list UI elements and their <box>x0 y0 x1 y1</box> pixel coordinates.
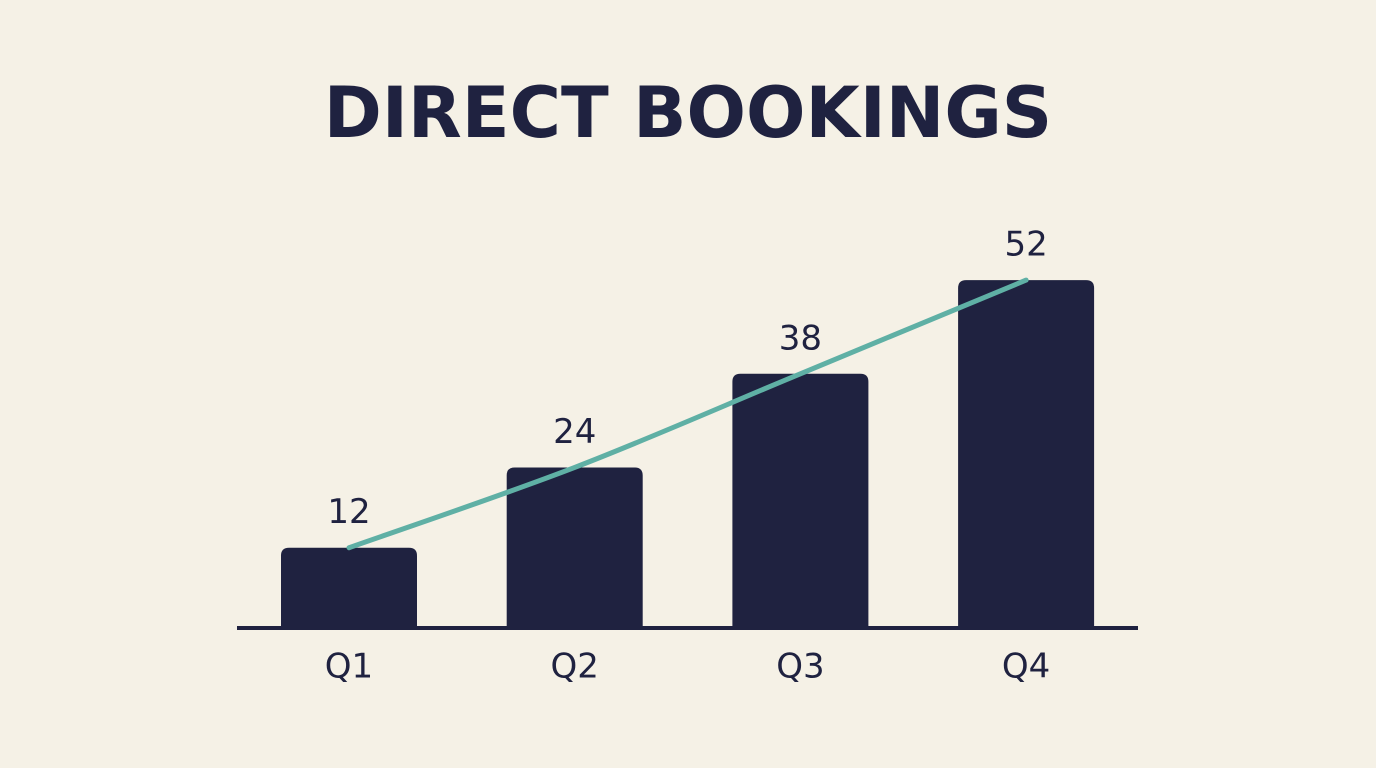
trend-line <box>346 277 1029 551</box>
value-label: 38 <box>779 318 822 358</box>
x-tick-label: Q1 <box>325 647 373 687</box>
x-tick-label: Q3 <box>776 647 824 687</box>
bar <box>506 467 643 628</box>
bar <box>958 280 1095 628</box>
value-label: 12 <box>327 492 370 532</box>
bar <box>732 373 869 628</box>
value-label: 52 <box>1004 225 1047 265</box>
bar <box>281 547 417 628</box>
x-tick-label: Q4 <box>1002 647 1050 687</box>
value-label: 24 <box>553 412 596 452</box>
chart-title: DIRECT BOOKINGS <box>324 72 1052 154</box>
x-tick-label: Q2 <box>550 647 598 687</box>
